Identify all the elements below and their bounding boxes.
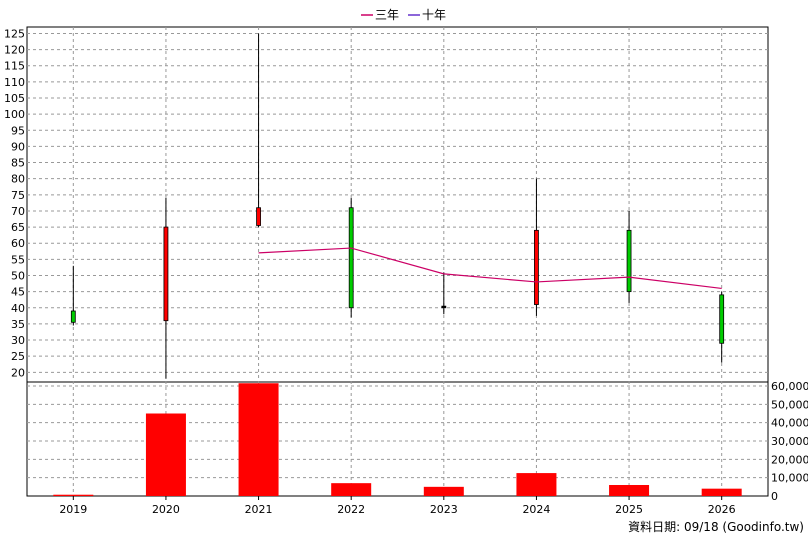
candle-body: [348, 207, 354, 309]
volume-bar: [53, 494, 94, 496]
candle-body: [70, 310, 76, 323]
year-tick-label: 2023: [430, 503, 458, 516]
price-tick-label: 100: [4, 108, 25, 121]
price-tick-label: 85: [11, 157, 25, 170]
candle-body: [626, 229, 632, 293]
volume-tick-label: 60,000: [771, 380, 808, 393]
price-tick-label: 20: [11, 366, 25, 379]
price-tick-label: 65: [11, 221, 25, 234]
volume-tick-label: 10,000: [771, 472, 808, 485]
volume-bar: [516, 473, 557, 496]
volume-tick-label: 40,000: [771, 417, 808, 430]
volume-bar: [701, 488, 742, 496]
year-tick-label: 2024: [522, 503, 550, 516]
price-tick-label: 50: [11, 270, 25, 283]
moving-average-lines: [258, 247, 722, 290]
year-tick-label: 2021: [245, 503, 273, 516]
price-tick-label: 45: [11, 286, 25, 299]
legend: 三年 十年: [361, 8, 446, 22]
volume-tick-label: 50,000: [771, 398, 808, 411]
year-tick-label: 2020: [152, 503, 180, 516]
year-tick-label: 2022: [337, 503, 365, 516]
price-tick-label: 120: [4, 44, 25, 57]
volume-bar: [609, 485, 650, 496]
ma-line: [258, 247, 722, 290]
volume-tick-label: 0: [771, 490, 778, 503]
price-tick-label: 70: [11, 205, 25, 218]
price-tick-label: 115: [4, 60, 25, 73]
volume-bar: [145, 413, 186, 496]
legend-label-three-year: 三年: [375, 8, 399, 22]
price-tick-label: 80: [11, 173, 25, 186]
candle-body: [719, 294, 725, 344]
price-tick-label: 105: [4, 92, 25, 105]
price-tick-label: 30: [11, 334, 25, 347]
price-tick-label: 95: [11, 124, 25, 137]
price-tick-label: 125: [4, 27, 25, 40]
volume-axis: 0 10,000 20,000 30,000 40,000 50,000 60,000: [771, 380, 808, 503]
year-axis: 2019 2020 2021 2022 2023 2024 2025 2026: [59, 496, 736, 516]
candle-body: [163, 226, 169, 322]
volume-bars: [53, 383, 742, 496]
volume-bar: [331, 483, 372, 496]
candle-body: [534, 229, 539, 305]
price-tick-label: 75: [11, 189, 25, 202]
volume-tick-label: 20,000: [771, 453, 808, 466]
price-tick-label: 55: [11, 253, 25, 266]
price-tick-label: 35: [11, 318, 25, 331]
price-tick-label: 40: [11, 302, 25, 315]
candle-body: [256, 207, 261, 226]
price-tick-label: 110: [4, 76, 25, 89]
volume-panel-frame: [26, 381, 769, 497]
volume-tick-label: 30,000: [771, 435, 808, 448]
price-tick-label: 25: [11, 350, 25, 363]
volume-bar: [423, 486, 464, 496]
price-tick-label: 90: [11, 140, 25, 153]
volume-bar: [238, 383, 279, 496]
price-tick-label: 60: [11, 237, 25, 250]
candle-body: [441, 305, 447, 309]
price-axis: 20 25 30 35 40 45 50 55 60 65 70 75 80 85 90 95 100 105 11…: [4, 27, 25, 379]
year-tick-label: 2019: [59, 503, 87, 516]
candles: [70, 33, 725, 379]
year-tick-label: 2025: [615, 503, 643, 516]
legend-label-ten-year: 十年: [422, 8, 446, 22]
source-note: 資料日期: 09/18 (Goodinfo.tw): [628, 520, 804, 534]
year-tick-label: 2026: [708, 503, 736, 516]
